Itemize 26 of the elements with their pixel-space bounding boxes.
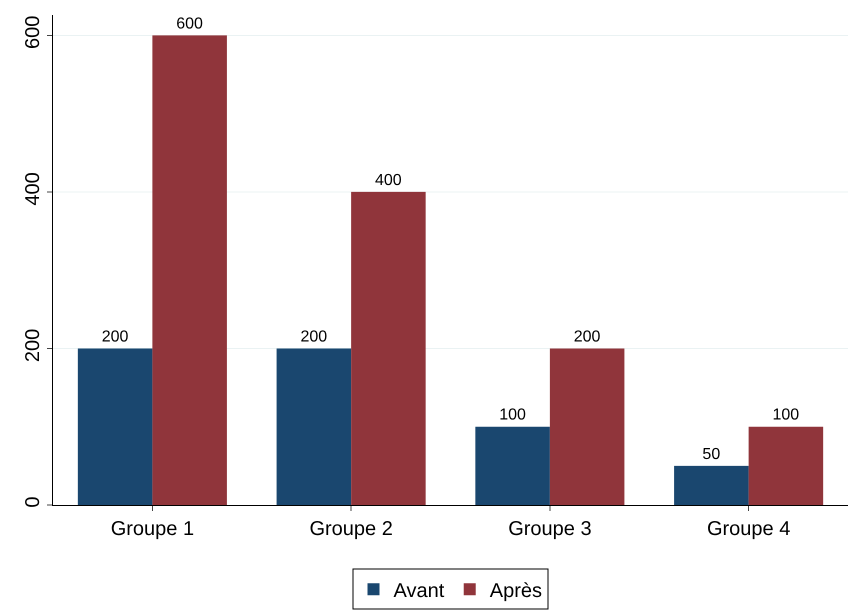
x-tick-label: Groupe 1 (110, 518, 194, 540)
y-tick-label: 0 (22, 496, 44, 508)
data-label: 100 (499, 406, 526, 424)
bar (78, 348, 152, 505)
x-tick-label: Groupe 2 (309, 518, 393, 540)
bar (748, 426, 824, 505)
data-label: 100 (772, 406, 800, 424)
bar (674, 466, 749, 505)
y-tick-label: 200 (22, 328, 44, 362)
data-label: 600 (176, 15, 204, 32)
x-tick-label: Groupe 4 (706, 518, 790, 540)
legend-label: Après (490, 580, 542, 602)
bar (351, 192, 426, 505)
bar (152, 35, 227, 505)
data-label: 50 (702, 446, 720, 463)
y-tick-label: 400 (22, 172, 44, 206)
y-tick-label: 600 (22, 16, 44, 50)
data-label: 200 (102, 328, 129, 346)
data-label: 200 (574, 328, 601, 346)
x-tick-label: Groupe 3 (508, 518, 592, 540)
data-label: 200 (300, 328, 328, 346)
bar (475, 426, 550, 505)
bar (550, 348, 624, 505)
legend-label: Avant (394, 580, 445, 602)
data-label: 400 (374, 172, 402, 189)
bar (276, 348, 352, 505)
